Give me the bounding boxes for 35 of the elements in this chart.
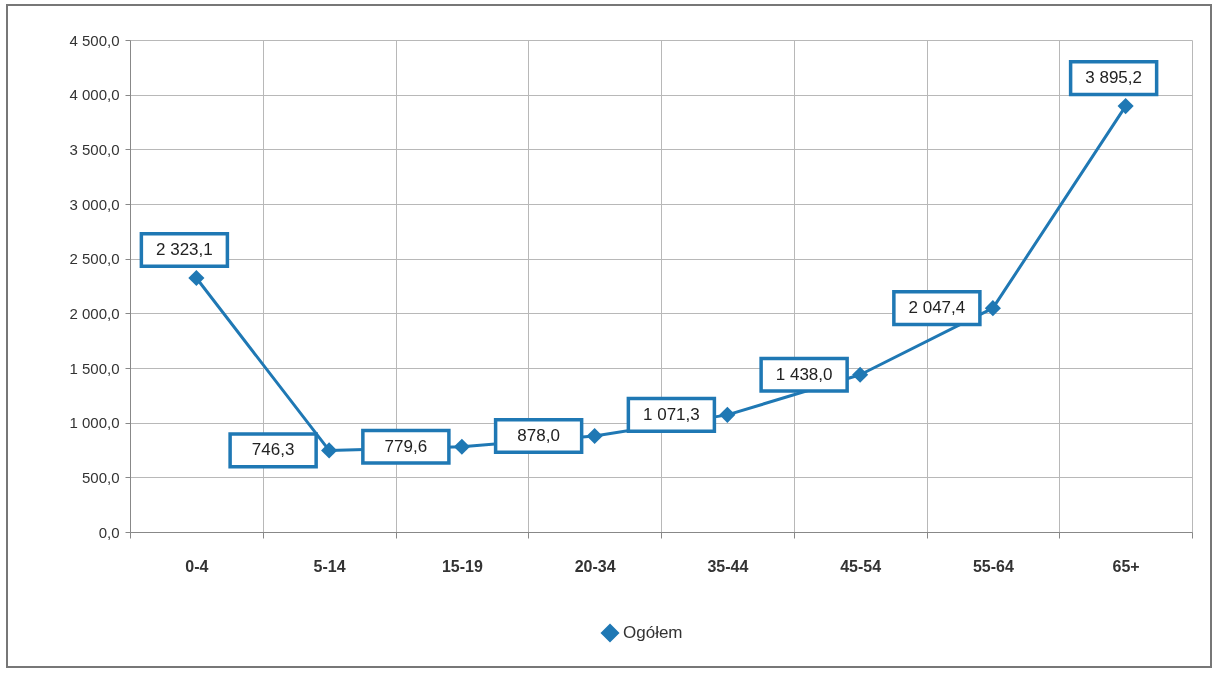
data-label: 2 323,1 (156, 240, 213, 260)
data-label: 1 438,0 (775, 364, 833, 384)
y-tick-label: 2 500,0 (69, 250, 120, 268)
x-tick-label: 15-19 (441, 557, 483, 575)
x-tick-label: 35-44 (707, 557, 749, 575)
y-tick-label: 2 000,0 (69, 304, 120, 322)
y-tick-label: 1 500,0 (69, 359, 120, 377)
x-tick-label: 20-34 (574, 557, 616, 575)
point (719, 406, 736, 423)
data-label: 746,3 (251, 440, 295, 460)
y-tick-label: 4 500,0 (69, 31, 120, 49)
point (852, 366, 869, 383)
data-label: 779,6 (384, 436, 428, 456)
x-tick-label: 5-14 (313, 557, 346, 575)
y-tick-label: 500,0 (81, 468, 120, 486)
x-tick-label: 45-54 (840, 557, 882, 575)
y-tick-label: 3 000,0 (69, 195, 120, 213)
point (984, 300, 1001, 317)
data-label: 878,0 (517, 426, 560, 446)
point (321, 442, 338, 459)
point (188, 269, 205, 287)
point (1117, 98, 1134, 115)
data-label: 2 047,4 (908, 298, 966, 318)
point (453, 438, 470, 455)
point (586, 427, 603, 445)
y-tick-label: 3 500,0 (69, 140, 120, 158)
legend-label: Ogółem (623, 623, 683, 642)
x-tick-label: 65+ (1112, 557, 1140, 575)
x-tick-label: 0-4 (185, 557, 209, 575)
y-tick-label: 1 000,0 (69, 414, 120, 432)
y-tick-label: 4 000,0 (69, 86, 120, 104)
data-label: 3 895,2 (1085, 68, 1142, 88)
data-label: 1 071,3 (643, 404, 700, 424)
x-tick-label: 55-64 (972, 557, 1014, 575)
y-tick-label: 0,0 (98, 523, 120, 541)
